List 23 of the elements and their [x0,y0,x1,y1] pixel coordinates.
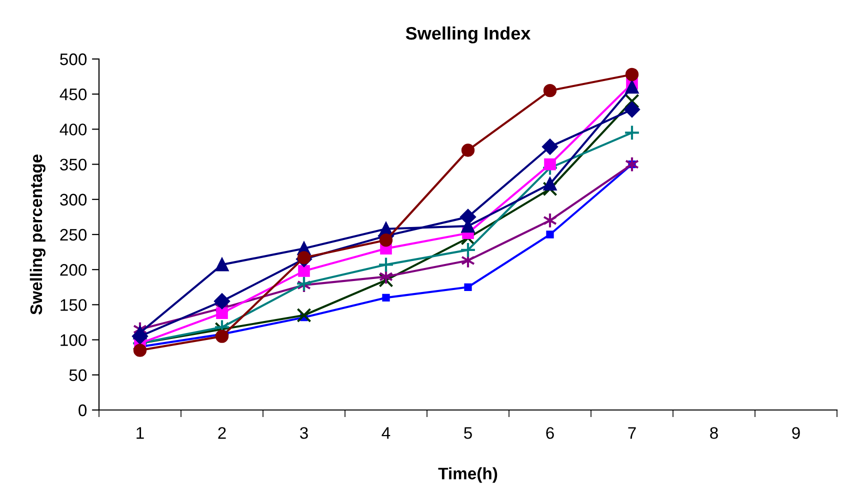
x-tick-label: 2 [218,427,226,439]
x-tick-label: 7 [628,427,636,439]
x-tick-label: 6 [546,427,554,439]
y-tick-label: 0 [78,404,87,416]
x-tick-label: 8 [710,427,718,439]
y-tick-label: 100 [60,334,87,346]
y-tick-label: 400 [60,124,87,136]
y-tick-label: 500 [60,53,87,66]
y-tick-label: 250 [60,228,87,241]
y-tick-label: 350 [60,158,87,171]
y-tick-label: 450 [60,88,87,100]
y-tick-label: 200 [60,264,87,276]
x-tick-label: 5 [464,427,472,439]
y-axis-title: Swelling percentage [30,154,46,315]
y-tick-label: 50 [69,369,87,382]
y-tick-label: 300 [60,194,87,206]
x-tick-label: 1 [136,427,144,439]
x-tick-label: 4 [382,427,390,439]
x-axis-title: Time(h) [438,467,498,483]
x-tick-label: 9 [792,427,800,439]
chart-title: Swelling Index [406,26,531,44]
y-tick-label: 150 [60,299,87,311]
x-tick-label: 3 [300,427,308,439]
